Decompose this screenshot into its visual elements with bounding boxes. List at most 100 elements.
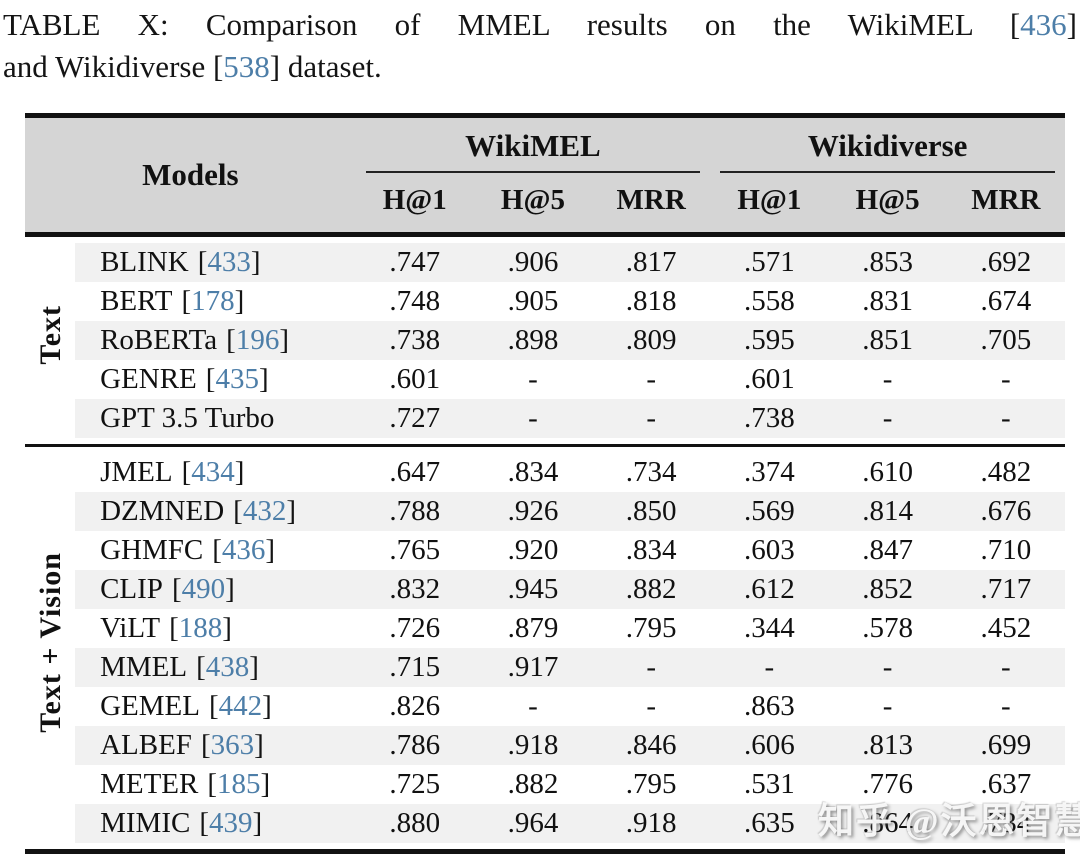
metric-value-cell: .578 bbox=[862, 612, 913, 644]
citation-number[interactable]: 436 bbox=[1020, 7, 1067, 42]
model-name: DZMNED bbox=[100, 495, 225, 527]
citation-link[interactable]: [438] bbox=[196, 651, 259, 683]
metric-value-cell: .882 bbox=[507, 768, 559, 800]
citation-number[interactable]: 432 bbox=[242, 495, 287, 527]
citation-number[interactable]: 538 bbox=[223, 49, 270, 84]
metric-value-cell: .603 bbox=[744, 534, 795, 566]
metric-value-cell: .674 bbox=[980, 285, 1032, 317]
bracket-open: [ bbox=[199, 807, 209, 839]
metric-value-cell: .637 bbox=[980, 768, 1032, 800]
citation-link[interactable]: [442] bbox=[209, 690, 272, 722]
metric-value-cell: - bbox=[1001, 690, 1011, 722]
caption-line-1: TABLE X: Comparison of MMEL results on t… bbox=[3, 4, 1077, 46]
citation-link-436[interactable]: [436] bbox=[1009, 7, 1077, 42]
citation-link[interactable]: [439] bbox=[199, 807, 262, 839]
row-group-label: Text bbox=[33, 305, 67, 365]
bracket-close: ] bbox=[222, 612, 232, 644]
citation-number[interactable]: 439 bbox=[209, 807, 253, 839]
results-table: Models WikiMEL Wikidiverse H@1 H@5 MRR H… bbox=[25, 113, 1065, 854]
citation-link[interactable]: [185] bbox=[207, 768, 270, 800]
spacer-cell bbox=[25, 234, 1065, 243]
metric-value-cell: .710 bbox=[980, 534, 1032, 566]
model-name: MIMIC bbox=[100, 807, 191, 839]
table-row: RoBERTa [196] .738.898.809.595.851.705 bbox=[25, 321, 1065, 360]
citation-link[interactable]: [363] bbox=[201, 729, 264, 761]
metric-value-cell: .595 bbox=[710, 321, 829, 360]
metric-value-cell: - bbox=[646, 690, 656, 722]
metric-header: MRR bbox=[946, 173, 1065, 237]
model-name-cell: JMEL [434] bbox=[75, 453, 356, 492]
citation-link[interactable]: [432] bbox=[233, 495, 296, 527]
model-name-cell: GHMFC [436] bbox=[75, 531, 356, 570]
bracket-open: [ bbox=[169, 612, 179, 644]
zhihu-watermark: 知乎 @沃恩智慧 bbox=[818, 801, 1080, 841]
metric-value-cell: .705 bbox=[946, 321, 1065, 360]
citation-number[interactable]: 185 bbox=[217, 768, 261, 800]
metric-value-cell: .738 bbox=[710, 399, 829, 438]
metric-value-cell: .676 bbox=[946, 492, 1065, 531]
bracket-open: [ bbox=[212, 534, 222, 566]
model-name: GHMFC bbox=[100, 534, 204, 566]
citation-number[interactable]: 435 bbox=[215, 363, 259, 395]
metric-value-cell: .482 bbox=[980, 456, 1032, 488]
metric-value-cell: .853 bbox=[828, 243, 947, 282]
bracket-close: ] bbox=[234, 285, 245, 317]
citation-link[interactable]: [436] bbox=[212, 534, 275, 566]
bracket-open: [ bbox=[181, 456, 192, 488]
citation-link[interactable]: [434] bbox=[182, 456, 245, 488]
citation-number[interactable]: 438 bbox=[205, 651, 250, 683]
metric-value-cell: .726 bbox=[389, 612, 441, 644]
table-row: MIMIC [439] .880.964.918.635.864.734 bbox=[25, 804, 1065, 843]
metric-value-cell: - bbox=[946, 399, 1065, 438]
citation-link-538[interactable]: [538] bbox=[212, 49, 281, 84]
row-group-text-vision: Text + Vision JMEL [434] .647.834.734.374.6… bbox=[25, 444, 1065, 852]
metric-value-cell: .725 bbox=[389, 768, 441, 800]
spacer-row bbox=[25, 444, 1065, 453]
bracket-open: [ bbox=[196, 651, 206, 683]
metric-value-cell: .612 bbox=[710, 570, 829, 609]
metric-value-cell: .826 bbox=[389, 690, 441, 722]
metric-value-cell: - bbox=[592, 399, 711, 438]
metric-value-cell: - bbox=[473, 399, 593, 438]
metric-value-cell: - bbox=[882, 363, 893, 395]
bracket-close: ] bbox=[254, 729, 264, 761]
citation-link[interactable]: [178] bbox=[181, 285, 244, 317]
metric-value-cell: .818 bbox=[625, 285, 677, 317]
metric-value-cell: - bbox=[528, 690, 538, 722]
metric-header: H@5 bbox=[473, 173, 593, 237]
citation-number[interactable]: 442 bbox=[218, 690, 263, 722]
citation-link[interactable]: [435] bbox=[206, 363, 269, 395]
metric-value-cell: .569 bbox=[710, 492, 829, 531]
citation-number[interactable]: 188 bbox=[178, 612, 223, 644]
metric-value-cell: .809 bbox=[592, 321, 711, 360]
bracket-open: [ bbox=[205, 363, 216, 395]
model-name: GEMEL bbox=[100, 690, 200, 722]
citation-number[interactable]: 434 bbox=[191, 456, 235, 488]
citation-number[interactable]: 436 bbox=[221, 534, 266, 566]
citation-number[interactable]: 178 bbox=[191, 285, 235, 317]
metric-value-cell: .882 bbox=[592, 570, 711, 609]
table-row: ViLT [188] .726 .879 .795 .344 .578 .452 bbox=[25, 609, 1065, 648]
model-name: METER bbox=[100, 768, 199, 800]
citation-link[interactable]: [490] bbox=[172, 573, 235, 605]
metric-header: H@1 bbox=[710, 173, 829, 237]
citation-number[interactable]: 196 bbox=[235, 324, 280, 356]
metric-value-cell: .715 bbox=[355, 648, 474, 687]
citation-link[interactable]: [188] bbox=[169, 612, 232, 644]
bracket-open: [ bbox=[200, 729, 211, 761]
metric-value-cell: - bbox=[828, 399, 947, 438]
model-name-cell: RoBERTa [196] bbox=[75, 321, 356, 360]
metric-value-cell: .852 bbox=[828, 570, 947, 609]
citation-number[interactable]: 433 bbox=[207, 246, 251, 278]
model-name-cell: GENRE [435] bbox=[75, 360, 356, 399]
caption-text: and Wikidiverse bbox=[3, 49, 206, 84]
model-name-cell: MIMIC [439] bbox=[75, 804, 356, 843]
metric-value-cell: .344 bbox=[744, 612, 795, 644]
citation-link[interactable]: [196] bbox=[226, 324, 289, 356]
citation-number[interactable]: 490 bbox=[181, 573, 226, 605]
citation-link[interactable]: [433] bbox=[198, 246, 261, 278]
model-name-cell: CLIP [490] bbox=[75, 570, 356, 609]
metric-value-cell: .795 bbox=[625, 768, 677, 800]
metric-value-cell: .898 bbox=[473, 321, 593, 360]
citation-number[interactable]: 363 bbox=[210, 729, 255, 761]
